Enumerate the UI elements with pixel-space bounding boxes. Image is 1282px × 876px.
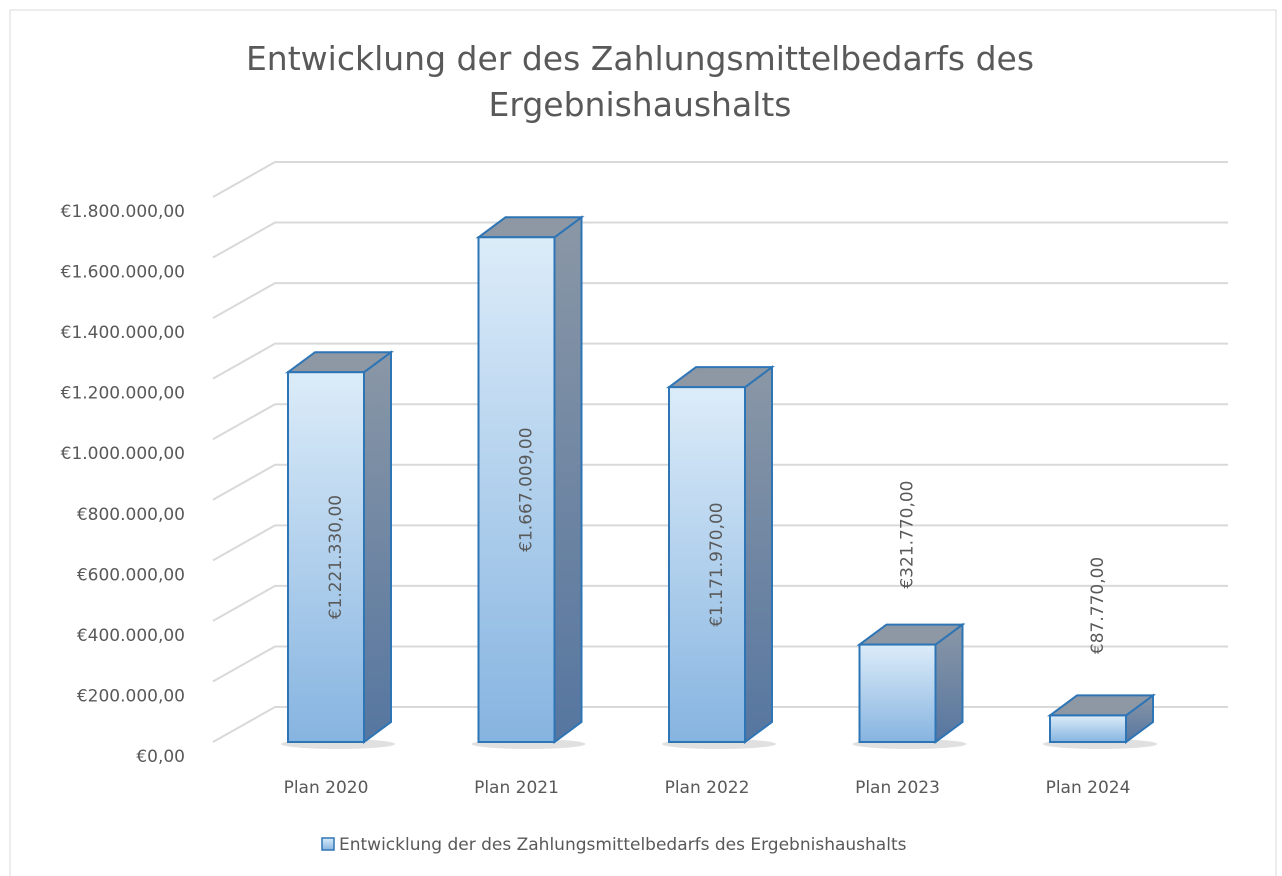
- x-tick-label: Plan 2022: [665, 778, 750, 798]
- x-tick-label: Plan 2021: [474, 778, 559, 798]
- grid-line: [212, 403, 1228, 441]
- x-tick-label: Plan 2020: [284, 778, 369, 798]
- grid-line: [212, 584, 1228, 622]
- bar-side: [363, 350, 392, 744]
- bar: [668, 386, 746, 743]
- y-tick-label: €800.000,00: [77, 505, 185, 525]
- y-tick-label: €600.000,00: [77, 565, 185, 585]
- bar: [477, 236, 556, 743]
- grid-line: [212, 342, 1228, 380]
- y-tick-label: €1.200.000,00: [61, 384, 185, 404]
- x-tick-label: Plan 2023: [855, 778, 940, 798]
- data-label: €1.171.970,00: [707, 502, 727, 626]
- data-label: €1.667.009,00: [517, 427, 537, 551]
- chart-title: Entwicklung der des Zahlungsmittelbedarf…: [245, 39, 1035, 124]
- y-tick-label: €1.400.000,00: [61, 323, 185, 343]
- bar-side: [553, 215, 583, 744]
- y-tick-label: €1.800.000,00: [61, 202, 185, 222]
- bar: [1049, 714, 1127, 743]
- bar: [287, 371, 365, 743]
- data-label: €321.770,00: [898, 480, 918, 588]
- grid-line: [212, 221, 1228, 259]
- bar-side: [744, 365, 773, 744]
- grid-line: [212, 463, 1228, 501]
- y-tick-label: €1.600.000,00: [61, 263, 185, 283]
- legend-swatch: [321, 837, 335, 851]
- grid-line: [212, 524, 1228, 562]
- y-tick-label: €400.000,00: [77, 626, 185, 646]
- grid-line: [212, 282, 1228, 319]
- data-label: €87.770,00: [1088, 557, 1108, 654]
- x-tick-label: Plan 2024: [1046, 778, 1131, 798]
- grid-line: [212, 161, 1228, 198]
- data-label: €1.221.330,00: [326, 495, 346, 619]
- y-tick-label: €1.000.000,00: [61, 444, 185, 464]
- y-tick-label: €0,00: [136, 747, 185, 767]
- y-tick-label: €200.000,00: [77, 686, 185, 706]
- bar: [858, 643, 937, 743]
- legend-label: Entwicklung der des Zahlungsmittelbedarf…: [339, 835, 907, 855]
